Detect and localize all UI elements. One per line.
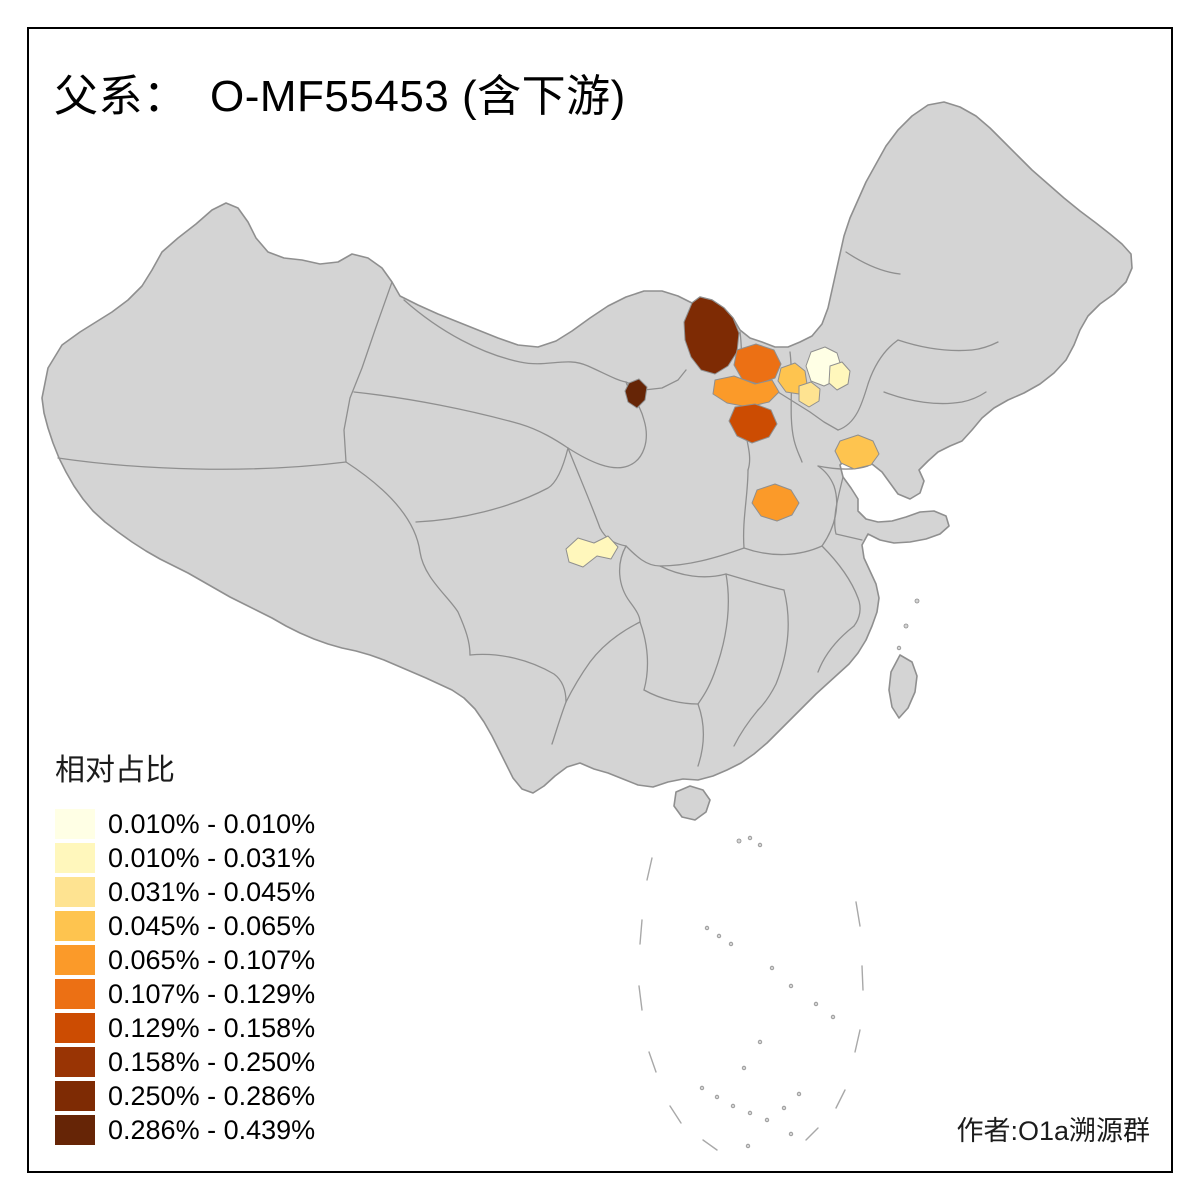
legend-label: 0.010% - 0.031% (108, 842, 316, 873)
legend-item: 0.158% - 0.250% (55, 1045, 315, 1079)
legend-swatch (55, 809, 95, 839)
legend-item: 0.107% - 0.129% (55, 977, 315, 1011)
legend-swatch (55, 1013, 95, 1043)
legend-swatch (55, 1081, 95, 1111)
author-credit: 作者:O1a溯源群 (956, 1116, 1150, 1146)
map-region (565, 535, 619, 568)
legend-label: 0.045% - 0.065% (108, 910, 316, 941)
map-region (828, 361, 851, 391)
legend-item: 0.129% - 0.158% (55, 1011, 315, 1045)
legend-swatch (55, 945, 95, 975)
legend-title: 相对占比 (55, 754, 175, 787)
nine-dash-line (638, 857, 864, 1151)
legend-label: 0.010% - 0.010% (108, 808, 316, 839)
map-region (712, 375, 780, 408)
small-islands (699, 598, 920, 1149)
legend-label: 0.158% - 0.250% (108, 1046, 316, 1077)
highlighted-regions (565, 296, 880, 568)
map-region (624, 378, 648, 409)
map-region (683, 296, 740, 375)
map-region (834, 434, 880, 470)
legend-item: 0.045% - 0.065% (55, 909, 315, 943)
legend-item: 0.250% - 0.286% (55, 1079, 315, 1113)
legend-item: 0.031% - 0.045% (55, 875, 315, 909)
legend-swatch (55, 979, 95, 1009)
hainan-island (673, 785, 711, 821)
legend-swatch (55, 1115, 95, 1145)
legend-items: 0.010% - 0.010% 0.010% - 0.031% 0.031% -… (55, 807, 315, 1147)
legend-item: 0.010% - 0.010% (55, 807, 315, 841)
taiwan-island (888, 654, 918, 719)
legend-swatch (55, 911, 95, 941)
legend-swatch (55, 843, 95, 873)
map-region (798, 381, 821, 408)
legend-label: 0.065% - 0.107% (108, 944, 316, 975)
legend-label: 0.031% - 0.045% (108, 876, 316, 907)
legend-label: 0.250% - 0.286% (108, 1080, 316, 1111)
legend-label: 0.286% - 0.439% (108, 1114, 316, 1145)
map-region (728, 403, 778, 444)
map-region (751, 483, 800, 522)
legend-swatch (55, 877, 95, 907)
china-mainland (41, 101, 1133, 794)
legend-panel: 相对占比 0.010% - 0.010% 0.010% - 0.031% 0.0… (55, 745, 315, 1147)
legend-item: 0.065% - 0.107% (55, 943, 315, 977)
legend-item: 0.286% - 0.439% (55, 1113, 315, 1147)
legend-swatch (55, 1047, 95, 1077)
legend-label: 0.129% - 0.158% (108, 1012, 316, 1043)
map-title: 父系： O-MF55453 (含下游) (54, 72, 626, 121)
legend-label: 0.107% - 0.129% (108, 978, 316, 1009)
landmass-group (41, 101, 1133, 1151)
map-region (733, 343, 782, 385)
legend-item: 0.010% - 0.031% (55, 841, 315, 875)
